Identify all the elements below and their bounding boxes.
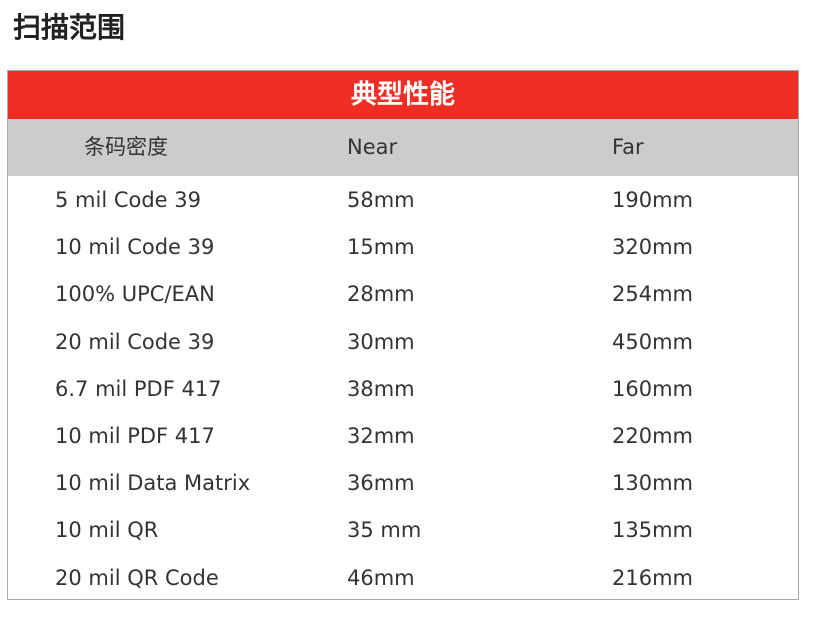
cell-near: 58mm xyxy=(347,188,415,212)
cell-far: 254mm xyxy=(612,282,693,307)
cell-far: 130mm xyxy=(612,471,693,496)
header-density: 条码密度 xyxy=(84,135,168,159)
table-row: 10 mil QR 35 mm 135mm xyxy=(8,507,798,554)
cell-near: 35 mm xyxy=(347,518,422,543)
cell-density: 10 mil QR xyxy=(55,518,159,543)
cell-far: 220mm xyxy=(612,423,693,448)
cell-density: 10 mil Data Matrix xyxy=(55,471,251,496)
table-row: 6.7 mil PDF 417 38mm 160mm xyxy=(8,366,798,413)
cell-density: 10 mil PDF 417 xyxy=(55,423,215,448)
cell-density: 5 mil Code 39 xyxy=(55,188,201,212)
cell-far: 135mm xyxy=(612,518,693,543)
cell-density: 6.7 mil PDF 417 xyxy=(55,376,222,401)
table-row: 20 mil Code 39 30mm 450mm xyxy=(8,319,798,366)
header-far: Far xyxy=(612,135,644,159)
cell-near: 38mm xyxy=(347,376,415,401)
cell-density: 20 mil Code 39 xyxy=(55,329,215,354)
cell-density: 20 mil QR Code xyxy=(55,565,219,590)
table-row: 100% UPC/EAN 28mm 254mm xyxy=(8,271,798,318)
scan-range-table: 典型性能 条码密度 Near Far 5 mil Code 39 58mm 190m… xyxy=(7,70,799,600)
table-row: 5 mil Code 39 58mm 190mm xyxy=(8,177,798,224)
table-banner: 典型性能 xyxy=(8,71,798,119)
cell-near: 30mm xyxy=(347,329,415,354)
table-row: 10 mil Data Matrix 36mm 130mm xyxy=(8,460,798,507)
cell-density: 10 mil Code 39 xyxy=(55,235,215,260)
cell-near: 36mm xyxy=(347,471,415,496)
cell-far: 190mm xyxy=(612,188,693,212)
cell-far: 320mm xyxy=(612,235,693,260)
cell-far: 450mm xyxy=(612,329,693,354)
table-row: 10 mil PDF 417 32mm 220mm xyxy=(8,413,798,460)
cell-far: 160mm xyxy=(612,376,693,401)
table-header-row: 条码密度 Near Far xyxy=(8,119,798,176)
cell-far: 216mm xyxy=(612,565,693,590)
cell-near: 32mm xyxy=(347,423,415,448)
cell-density: 100% UPC/EAN xyxy=(55,282,215,307)
table-row: 10 mil Code 39 15mm 320mm xyxy=(8,224,798,271)
cell-near: 15mm xyxy=(347,235,415,260)
cell-near: 28mm xyxy=(347,282,415,307)
page-title: 扫描范围 xyxy=(13,11,126,44)
table-body: 5 mil Code 39 58mm 190mm 10 mil Code 39 15mm… xyxy=(8,176,798,602)
cell-near: 46mm xyxy=(347,565,415,590)
table-row: 20 mil QR Code 46mm 216mm xyxy=(8,555,798,602)
header-near: Near xyxy=(347,135,398,159)
